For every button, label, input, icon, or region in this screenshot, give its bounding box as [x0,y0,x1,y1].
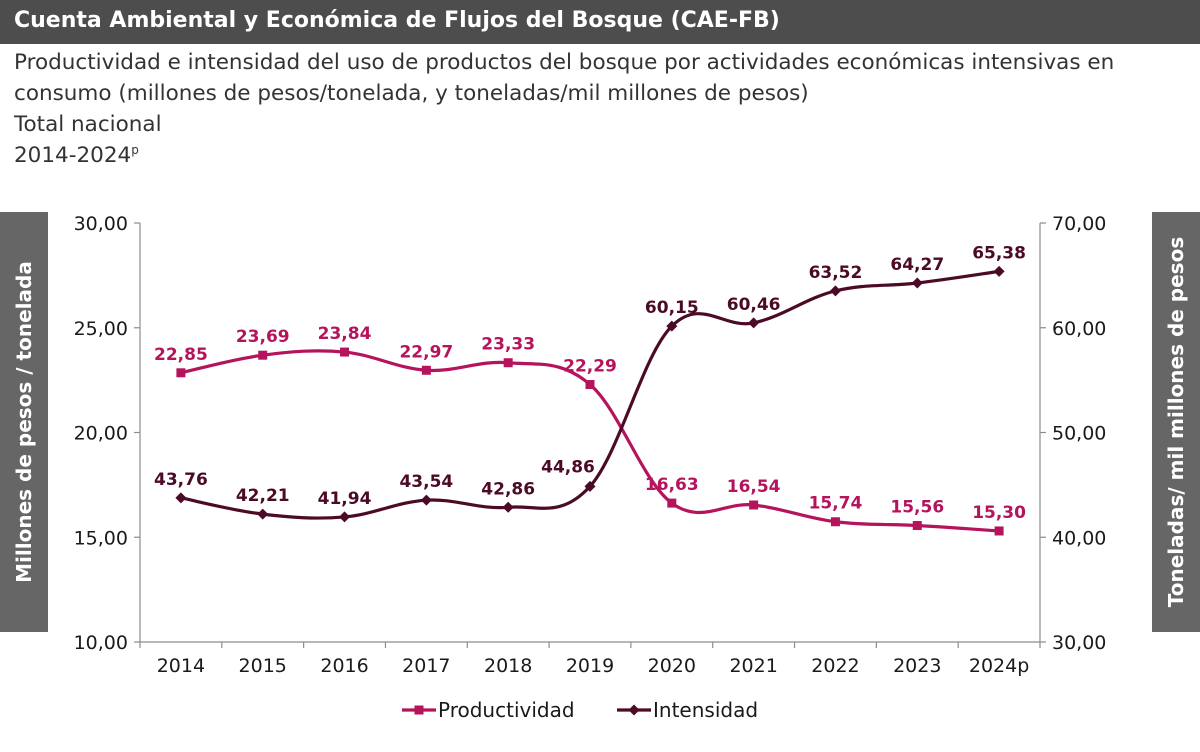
legend-label: Productividad [438,698,575,722]
left-tick-label: 20,00 [74,423,128,445]
preliminary-mark: p [131,142,139,157]
intensidad-point [829,285,841,297]
legend-swatch-marker [414,705,424,715]
right-axis-title-box: Toneladas/ mil millones de pesos [1152,212,1200,632]
data-label: 23,69 [236,327,290,347]
data-label: 42,86 [481,479,535,499]
subtitle-geography: Total nacional [14,112,162,137]
right-tick-label: 40,00 [1052,527,1106,549]
intensidad-point [175,492,187,504]
legend-item-productividad: Productividad [402,698,575,722]
data-label: 64,27 [890,255,944,275]
intensidad-point [748,317,760,329]
left-tick-label: 25,00 [74,318,128,340]
x-tick-label: 2018 [484,655,532,677]
data-label: 15,74 [809,494,863,514]
intensidad-point [339,511,351,523]
productividad-point [830,517,840,527]
subtitle-period: 2014-2024p [14,140,1184,171]
intensidad-point [993,265,1005,277]
x-tick-label: 2022 [811,655,859,677]
intensidad-point [911,277,923,289]
data-label: 41,94 [318,489,372,509]
subtitle-line: consumo (millones de pesos/tonelada, y t… [14,81,809,106]
left-tick-label: 10,00 [74,632,128,654]
legend-label: Intensidad [653,698,758,722]
x-tick-label: 2024p [969,655,1029,677]
x-tick-label: 2016 [320,655,368,677]
data-label: 22,97 [399,342,453,362]
data-label: 15,30 [972,503,1026,523]
productividad-point [912,521,922,531]
chart-title: Cuenta Ambiental y Económica de Flujos d… [14,8,780,33]
intensidad-point [257,508,269,520]
productividad-point [994,526,1004,536]
data-label: 22,85 [154,345,208,365]
data-label: 16,63 [645,475,699,495]
data-label: 23,84 [318,324,372,344]
data-label: 60,15 [645,298,699,318]
intensidad-point [666,320,678,332]
data-label: 22,29 [563,357,617,377]
x-tick-label: 2014 [157,655,205,677]
intensidad-point [584,480,596,492]
data-label: 43,76 [154,470,208,490]
left-tick-label: 30,00 [74,213,128,235]
right-tick-label: 70,00 [1052,213,1106,235]
data-label: 60,46 [727,295,781,315]
x-tick-label: 2021 [729,655,777,677]
productividad-point [749,500,759,510]
data-label: 44,86 [541,457,595,477]
productividad-point [258,350,268,360]
x-tick-label: 2015 [239,655,287,677]
data-label: 23,33 [481,335,535,355]
left-axis-title-box: Millones de pesos / tonelada [0,212,48,632]
data-label: 16,54 [727,477,781,497]
x-tick-label: 2020 [648,655,696,677]
right-tick-label: 60,00 [1052,318,1106,340]
data-label: 43,54 [399,472,453,492]
legend-swatch-marker [628,704,640,716]
productividad-point [585,380,595,390]
intensidad-point [420,494,432,506]
x-tick-label: 2019 [566,655,614,677]
x-tick-label: 2023 [893,655,941,677]
productividad-point [176,368,186,378]
subtitle-line: Productividad e intensidad del uso de pr… [14,50,1115,75]
series-line-productividad [180,349,1000,533]
productividad-point [667,498,677,508]
right-tick-label: 50,00 [1052,423,1106,445]
right-tick-label: 30,00 [1052,632,1106,654]
subtitle-block: Productividad e intensidad del uso de pr… [14,47,1184,171]
series-line-intensidad [180,269,1000,520]
productividad-point [503,358,513,368]
left-tick-label: 15,00 [74,527,128,549]
productividad-point [421,365,431,375]
data-label: 42,21 [236,486,290,506]
legend-item-intensidad: Intensidad [617,698,758,722]
data-label: 15,56 [890,498,944,518]
productividad-point [340,347,350,357]
data-label: 63,52 [809,263,863,283]
title-bar: Cuenta Ambiental y Económica de Flujos d… [0,0,1200,44]
period-text: 2014-2024 [14,143,132,168]
intensidad-point [502,501,514,513]
x-tick-label: 2017 [402,655,450,677]
data-label: 65,38 [972,243,1026,263]
